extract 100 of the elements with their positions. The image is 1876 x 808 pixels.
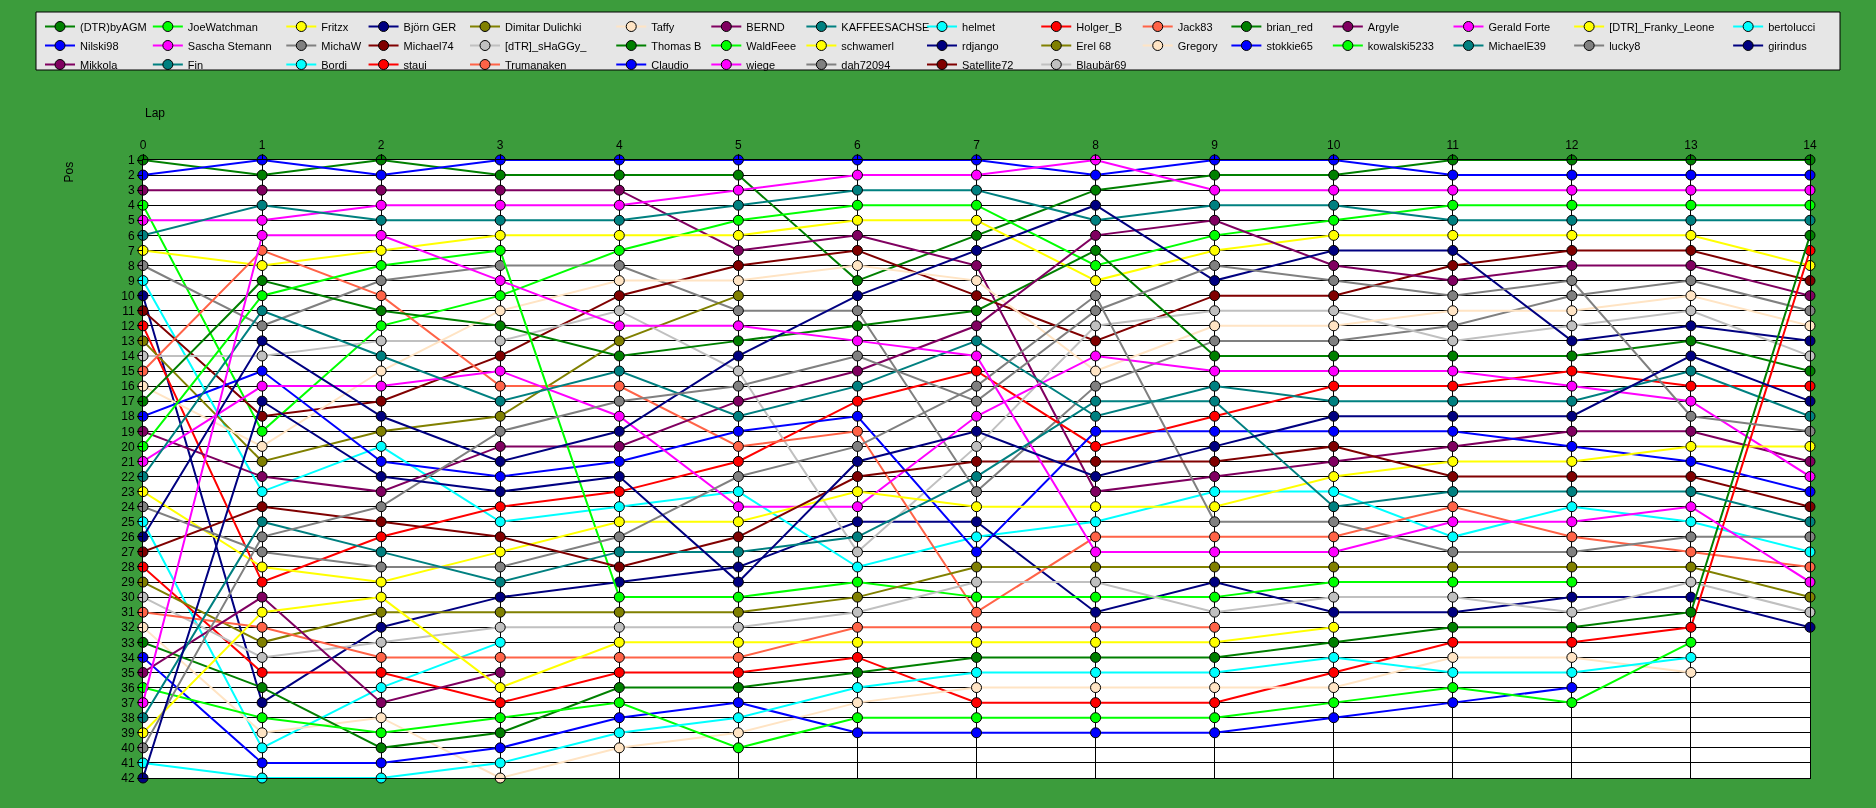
point [256,621,268,633]
point [1090,275,1102,287]
point [1685,169,1697,181]
point [1328,305,1340,317]
point [851,531,863,543]
legend-label: BERND [746,20,785,33]
point [494,576,506,588]
point [494,742,506,754]
y-tick-label: 17 [121,394,135,409]
point [613,350,625,362]
point [1209,214,1221,226]
point [375,365,387,377]
legend-label: Satellite72 [962,58,1014,71]
point [1685,410,1697,422]
point [732,335,744,347]
point [1685,440,1697,452]
point [494,621,506,633]
point [971,531,982,543]
y-tick-label: 29 [121,575,135,590]
point [1209,455,1221,467]
legend-label: wiege [745,58,776,71]
point [1090,471,1102,483]
point [1685,395,1697,407]
point [1566,410,1578,422]
point [1447,410,1459,422]
point [732,591,744,603]
x-axis-title: Lap [145,106,166,120]
point [1447,531,1459,543]
y-tick-label: 42 [121,771,135,786]
point [851,169,863,181]
point [851,501,863,513]
point [1566,486,1578,498]
point [971,350,982,362]
point [1090,455,1102,467]
point [1447,305,1459,317]
point [1447,275,1459,287]
point [851,320,863,332]
y-tick-label: 5 [127,213,135,228]
point [851,471,863,483]
point [1447,290,1459,302]
legend-label: Björn GER [403,20,457,33]
point [375,229,387,241]
point [851,199,863,211]
point [1566,365,1578,377]
y-tick-label: 7 [127,243,135,258]
point [1804,214,1816,226]
point [1328,244,1340,256]
point [375,260,387,272]
point [1685,244,1697,256]
legend-label: Gerald Forte [1488,20,1551,33]
point [1090,546,1102,558]
point [1090,229,1102,241]
point [971,561,982,573]
point [1209,576,1221,588]
point [613,531,625,543]
point [494,757,506,769]
point [851,440,863,452]
point [613,199,625,211]
y-tick-label: 3 [127,183,135,198]
point [256,591,268,603]
point [1685,501,1697,513]
point [375,501,387,513]
point [851,365,863,377]
point [1447,425,1459,437]
point [1447,440,1459,452]
point [1447,365,1459,377]
point [613,682,625,694]
point [851,290,863,302]
point [971,651,982,663]
point [851,697,863,709]
point [494,305,506,317]
point [732,576,744,588]
point [256,365,268,377]
point [1566,244,1578,256]
point [375,350,387,362]
point [732,606,744,618]
point [256,214,268,226]
point [732,440,744,452]
point [1090,335,1102,347]
point [1328,184,1340,196]
point [1328,516,1340,528]
point [1447,229,1459,241]
point [1209,380,1221,392]
point [1804,199,1816,211]
legend-label: Jack83 [1177,20,1213,33]
point [1090,395,1102,407]
point [256,576,268,588]
legend-label: [DTR]_Franky_Leone [1609,20,1715,33]
y-tick-label: 26 [121,530,135,545]
point [375,621,387,633]
point [1566,546,1578,558]
point [1209,486,1221,498]
point [494,606,506,618]
point [1566,561,1578,573]
point [851,666,863,678]
point [494,244,506,256]
point [1804,275,1816,287]
point [971,229,982,241]
point [1447,214,1459,226]
x-tick-label: 0 [139,138,147,153]
